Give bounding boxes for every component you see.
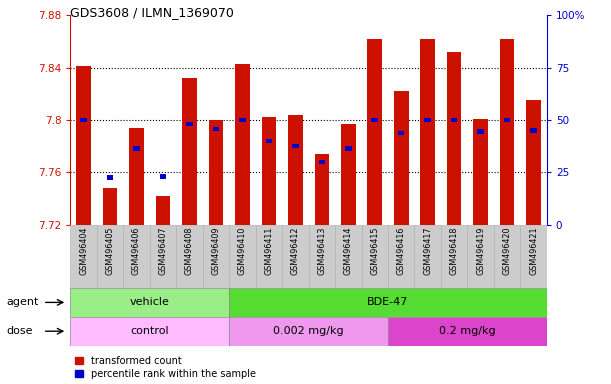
- Bar: [229, 288, 547, 317]
- Bar: [156, 196, 170, 225]
- Bar: [394, 91, 409, 225]
- Text: GSM496411: GSM496411: [265, 227, 273, 275]
- Bar: [388, 225, 414, 288]
- Bar: [420, 39, 435, 225]
- Text: GSM496420: GSM496420: [503, 227, 511, 275]
- Bar: [229, 225, 255, 288]
- Text: GSM496418: GSM496418: [450, 227, 459, 275]
- Text: 0.002 mg/kg: 0.002 mg/kg: [273, 326, 344, 336]
- Bar: [150, 225, 176, 288]
- Bar: [362, 225, 388, 288]
- Bar: [530, 128, 537, 133]
- Bar: [441, 225, 467, 288]
- Bar: [467, 225, 494, 288]
- Text: GSM496409: GSM496409: [211, 227, 221, 275]
- Bar: [315, 154, 329, 225]
- Text: GSM496421: GSM496421: [529, 227, 538, 275]
- Bar: [213, 127, 219, 131]
- Bar: [203, 225, 229, 288]
- Bar: [367, 39, 382, 225]
- Bar: [447, 52, 461, 225]
- Bar: [425, 118, 431, 122]
- Bar: [133, 146, 140, 151]
- Text: control: control: [130, 326, 169, 336]
- Bar: [309, 225, 335, 288]
- Bar: [504, 118, 510, 122]
- Bar: [292, 144, 299, 149]
- Bar: [103, 188, 117, 225]
- Text: GSM496408: GSM496408: [185, 227, 194, 275]
- Bar: [107, 175, 113, 180]
- Bar: [229, 317, 388, 346]
- Text: dose: dose: [6, 326, 32, 336]
- Bar: [345, 146, 351, 151]
- Text: GSM496413: GSM496413: [317, 227, 326, 275]
- Bar: [521, 225, 547, 288]
- Text: GSM496406: GSM496406: [132, 227, 141, 275]
- Bar: [70, 317, 229, 346]
- Bar: [208, 120, 223, 225]
- Bar: [335, 225, 362, 288]
- Bar: [266, 139, 272, 143]
- Bar: [159, 174, 166, 179]
- Text: 0.2 mg/kg: 0.2 mg/kg: [439, 326, 496, 336]
- Bar: [288, 115, 302, 225]
- Text: GSM496410: GSM496410: [238, 227, 247, 275]
- Bar: [371, 118, 378, 122]
- Bar: [526, 100, 541, 225]
- Bar: [123, 225, 150, 288]
- Text: GSM496404: GSM496404: [79, 227, 88, 275]
- Bar: [388, 317, 547, 346]
- Bar: [341, 124, 356, 225]
- Text: GSM496417: GSM496417: [423, 227, 432, 275]
- Bar: [239, 118, 246, 122]
- Text: GSM496415: GSM496415: [370, 227, 379, 275]
- Bar: [494, 225, 521, 288]
- Text: agent: agent: [6, 297, 38, 308]
- Bar: [318, 160, 325, 164]
- Text: GSM496405: GSM496405: [106, 227, 114, 275]
- Legend: transformed count, percentile rank within the sample: transformed count, percentile rank withi…: [75, 356, 255, 379]
- Text: vehicle: vehicle: [130, 297, 170, 308]
- Bar: [477, 129, 484, 134]
- Bar: [451, 118, 458, 122]
- Text: GSM496414: GSM496414: [344, 227, 353, 275]
- Bar: [76, 66, 91, 225]
- Text: GDS3608 / ILMN_1369070: GDS3608 / ILMN_1369070: [70, 6, 234, 19]
- Bar: [186, 122, 192, 126]
- Bar: [70, 225, 97, 288]
- Bar: [235, 64, 250, 225]
- Bar: [80, 118, 87, 122]
- Bar: [262, 118, 276, 225]
- Bar: [282, 225, 309, 288]
- Bar: [474, 119, 488, 225]
- Bar: [255, 225, 282, 288]
- Text: GSM496419: GSM496419: [476, 227, 485, 275]
- Bar: [70, 288, 229, 317]
- Bar: [97, 225, 123, 288]
- Bar: [414, 225, 441, 288]
- Bar: [176, 225, 203, 288]
- Bar: [398, 131, 404, 136]
- Text: GSM496416: GSM496416: [397, 227, 406, 275]
- Text: GSM496407: GSM496407: [158, 227, 167, 275]
- Bar: [182, 78, 197, 225]
- Bar: [129, 128, 144, 225]
- Text: GSM496412: GSM496412: [291, 227, 300, 275]
- Text: BDE-47: BDE-47: [367, 297, 409, 308]
- Bar: [500, 39, 514, 225]
